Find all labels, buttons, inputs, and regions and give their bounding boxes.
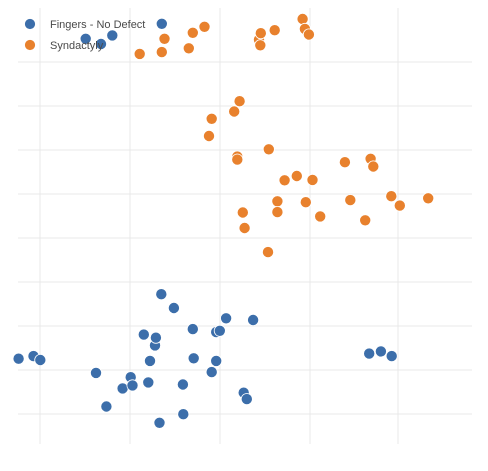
data-point-series-1[interactable] <box>262 143 275 156</box>
data-point-series-1[interactable] <box>205 112 218 125</box>
data-point-series-1[interactable] <box>268 24 281 37</box>
data-point-series-1[interactable] <box>261 246 274 259</box>
data-point-series-1[interactable] <box>344 194 357 207</box>
legend-item-series-0[interactable]: Fingers - No Defect <box>24 18 146 32</box>
data-point-series-0[interactable] <box>205 366 218 379</box>
data-point-series-0[interactable] <box>155 288 168 301</box>
data-point-series-0[interactable] <box>142 376 155 389</box>
data-point-series-1[interactable] <box>186 26 199 39</box>
legend-item-series-1[interactable]: Syndactyly <box>24 39 104 53</box>
data-point-series-0[interactable] <box>176 378 189 391</box>
data-point-series-1[interactable] <box>271 195 284 208</box>
data-point-series-1[interactable] <box>367 160 380 173</box>
data-point-series-0[interactable] <box>12 352 25 365</box>
data-point-series-0[interactable] <box>137 328 150 341</box>
data-point-series-1[interactable] <box>233 95 246 108</box>
data-point-series-1[interactable] <box>254 27 267 40</box>
legend-marker-1 <box>24 39 36 51</box>
data-points <box>12 12 435 429</box>
data-point-series-1[interactable] <box>314 210 327 223</box>
data-point-series-1[interactable] <box>238 221 251 234</box>
data-point-series-1[interactable] <box>254 39 267 52</box>
data-point-series-0[interactable] <box>374 345 387 358</box>
data-point-series-0[interactable] <box>90 366 103 379</box>
data-point-series-0[interactable] <box>34 353 47 366</box>
data-point-series-1[interactable] <box>133 47 146 60</box>
data-point-series-1[interactable] <box>393 199 406 212</box>
data-point-series-1[interactable] <box>296 12 309 25</box>
data-point-series-1[interactable] <box>198 20 211 33</box>
data-point-series-1[interactable] <box>302 28 315 41</box>
data-point-series-0[interactable] <box>116 382 129 395</box>
data-point-series-0[interactable] <box>95 38 108 51</box>
data-point-series-0[interactable] <box>210 354 223 367</box>
data-point-series-0[interactable] <box>220 312 233 325</box>
data-point-series-0[interactable] <box>213 324 226 337</box>
data-point-series-1[interactable] <box>236 206 249 219</box>
data-point-series-0[interactable] <box>126 379 139 392</box>
data-point-series-0[interactable] <box>155 17 168 30</box>
data-point-series-1[interactable] <box>228 105 241 118</box>
data-point-series-1[interactable] <box>278 174 291 187</box>
data-point-series-1[interactable] <box>271 206 284 219</box>
grid <box>18 8 472 444</box>
data-point-series-1[interactable] <box>299 196 312 209</box>
legend-marker-0 <box>24 18 36 30</box>
data-point-series-1[interactable] <box>155 46 168 59</box>
data-point-series-0[interactable] <box>143 354 156 367</box>
data-point-series-0[interactable] <box>100 400 113 413</box>
data-point-series-0[interactable] <box>187 352 200 365</box>
data-point-series-0[interactable] <box>167 301 180 314</box>
data-point-series-0[interactable] <box>149 331 162 344</box>
data-point-series-1[interactable] <box>231 153 244 166</box>
data-point-series-0[interactable] <box>247 313 260 326</box>
data-point-series-1[interactable] <box>182 42 195 55</box>
legend-label-0: Fingers - No Defect <box>50 19 145 31</box>
legend[interactable]: Fingers - No Defect Syndactyly <box>24 18 146 53</box>
legend-label-1: Syndactyly <box>50 40 104 52</box>
data-point-series-0[interactable] <box>240 393 253 406</box>
data-point-series-1[interactable] <box>306 173 319 186</box>
data-point-series-1[interactable] <box>338 156 351 169</box>
data-point-series-1[interactable] <box>385 190 398 203</box>
data-point-series-0[interactable] <box>186 323 199 336</box>
data-point-series-1[interactable] <box>359 214 372 227</box>
data-point-series-1[interactable] <box>422 192 435 205</box>
data-point-series-1[interactable] <box>202 129 215 142</box>
data-point-series-0[interactable] <box>106 29 119 42</box>
data-point-series-1[interactable] <box>290 169 303 182</box>
data-point-series-0[interactable] <box>363 347 376 360</box>
data-point-series-0[interactable] <box>385 350 398 363</box>
data-point-series-1[interactable] <box>158 32 171 45</box>
data-point-series-0[interactable] <box>177 408 190 421</box>
data-point-series-0[interactable] <box>79 32 92 45</box>
data-point-series-0[interactable] <box>153 416 166 429</box>
